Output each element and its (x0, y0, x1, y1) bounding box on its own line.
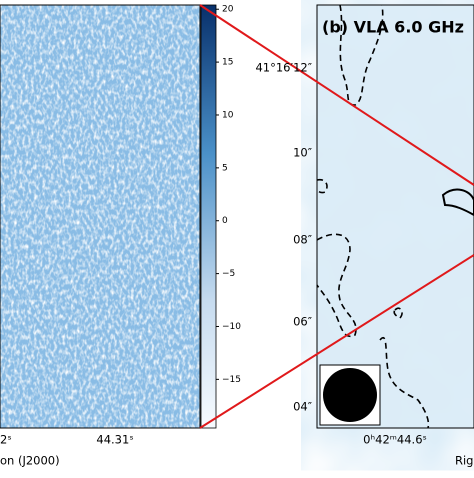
zoom-line (199, 254, 474, 429)
zoom-line (199, 4, 474, 186)
panel-title: (b) VLA 6.0 GHz (322, 18, 464, 37)
colorbar-tick-label: 5 (222, 163, 228, 173)
x-tick-label: 44.31ˢ (96, 433, 133, 447)
beam (323, 368, 377, 422)
colorbar-tick-label: −15 (222, 375, 241, 385)
colorbar-tick-label: −5 (222, 269, 235, 279)
x-tick-label: 0ʰ42ᵐ44.6ˢ (363, 433, 427, 447)
colorbar-tick-label: 10 (222, 110, 234, 120)
colorbar-tick-label: 15 (222, 58, 233, 68)
x-tick-label: 2ˢ (0, 433, 12, 447)
image-frame (0, 4, 201, 429)
noise-image (0, 5, 200, 428)
y-tick-label: 08″ (293, 233, 313, 247)
y-tick-label: 10″ (293, 146, 313, 160)
y-tick-label: 04″ (293, 400, 313, 414)
x-axis-label: Rig (455, 454, 474, 468)
colorbar-tick-label: −10 (222, 322, 241, 332)
y-tick-label: 41°16′12″ (255, 61, 312, 75)
x-axis-label: on (J2000) (0, 454, 60, 468)
contours (316, 4, 430, 429)
y-tick-label: 06″ (293, 315, 313, 329)
panel-frame (316, 4, 474, 429)
colorbar-tick-label: 20 (222, 5, 234, 15)
colorbar (200, 4, 217, 429)
solid-contour (441, 188, 474, 217)
colorbar-tick-label: 0 (222, 216, 228, 226)
